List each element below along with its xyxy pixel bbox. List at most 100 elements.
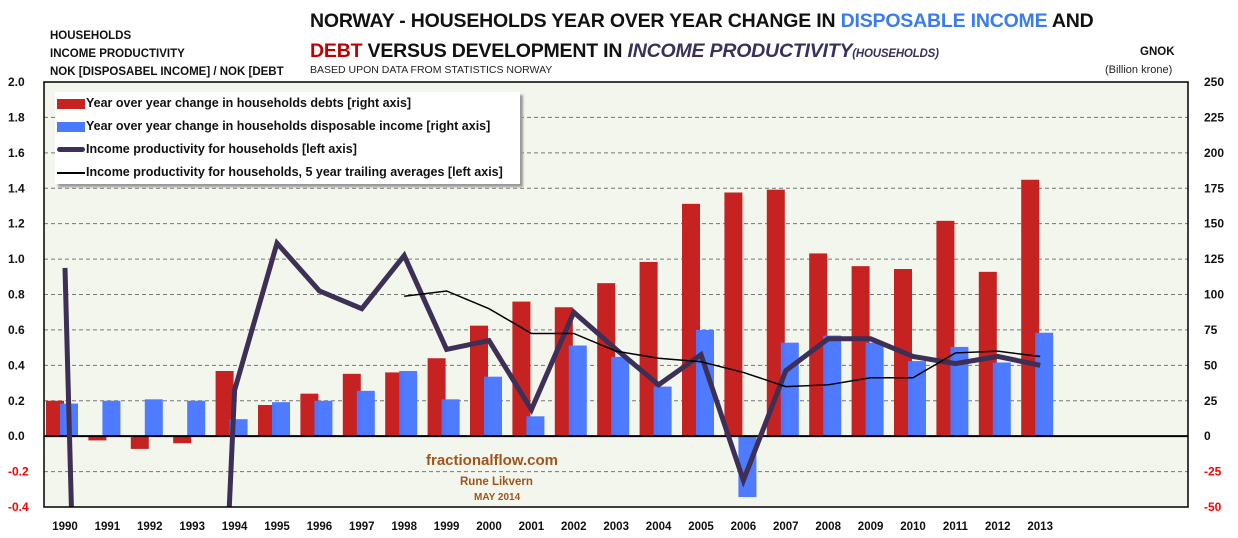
legend-swatch-trailing xyxy=(57,171,85,174)
x-tick-label: 2000 xyxy=(476,521,502,533)
title-part-debt: DEBT xyxy=(310,40,363,62)
right-tick-label: 75 xyxy=(1204,323,1218,337)
legend-swatch-debt xyxy=(57,98,85,109)
x-tick-label: 1992 xyxy=(137,521,163,533)
left-tick-label: 0.2 xyxy=(8,394,25,408)
left-tick-label: 1.2 xyxy=(8,217,25,231)
bar-debt xyxy=(682,203,700,437)
x-tick-label: 2005 xyxy=(688,521,714,533)
left-tick-label: -0.2 xyxy=(8,465,29,479)
series-lines xyxy=(62,238,1041,507)
right-tick-label: -50 xyxy=(1204,500,1222,514)
left-axis-title: HOUSEHOLDS INCOME PRODUCTIVITY NOK [DISP… xyxy=(50,27,284,81)
bar-debt xyxy=(342,373,361,437)
legend-label: Income productivity for households [left… xyxy=(86,142,357,156)
x-tick-label: 2009 xyxy=(858,521,884,533)
left-axis-ticks: 2.0 1.8 1.6 1.4 1.2 1.0 0.8 0.6 0.4 0.2 0.0 -0.2 -0.… xyxy=(8,75,29,514)
x-tick-label: 1991 xyxy=(95,521,121,533)
x-tick-label: 2003 xyxy=(603,521,629,533)
right-axis-unit: GNOK xyxy=(1140,46,1175,58)
left-tick-label: 2.0 xyxy=(8,75,25,89)
watermark-author: Rune Likvern xyxy=(460,476,533,488)
x-tick-label: 1997 xyxy=(349,521,375,533)
line-income-productivity xyxy=(62,238,1041,507)
left-tick-label: -0.4 xyxy=(8,500,29,514)
bar-debt xyxy=(258,405,276,437)
bar-income xyxy=(144,399,163,437)
title-part-income: DISPOSABLE INCOME xyxy=(840,10,1048,32)
legend-item-income: Year over year change in households disp… xyxy=(57,119,490,133)
left-tick-label: 1.4 xyxy=(8,181,25,195)
bar-debt xyxy=(936,220,955,437)
left-tick-label: 1.0 xyxy=(8,252,25,266)
left-tick-label: 0.0 xyxy=(8,429,25,443)
x-tick-label: 2010 xyxy=(900,521,926,533)
chart-title: NORWAY - HOUSEHOLDS YEAR OVER YEAR CHANG… xyxy=(310,6,1094,69)
bar-debt xyxy=(130,436,149,449)
legend-swatch-income xyxy=(57,121,85,132)
bar-income xyxy=(908,361,926,437)
x-tick-label: 2002 xyxy=(561,521,587,533)
legend-swatch-productivity xyxy=(57,147,85,153)
left-tick-label: 0.8 xyxy=(8,288,25,302)
bar-debt xyxy=(215,371,234,437)
x-tick-label: 2012 xyxy=(985,521,1011,533)
x-tick-label: 1995 xyxy=(264,521,290,533)
bar-income xyxy=(992,362,1011,437)
bar-debt xyxy=(46,400,64,437)
right-axis-unit-sub: (Billion krone) xyxy=(1105,64,1173,76)
bar-income xyxy=(102,400,121,437)
title-part-productivity: INCOME PRODUCTIVITY xyxy=(627,40,853,62)
bar-debt xyxy=(300,393,319,437)
bar-debt xyxy=(724,192,743,437)
x-tick-label: 2007 xyxy=(773,521,799,533)
x-tick-label: 1998 xyxy=(391,521,417,533)
title-part-households: (HOUSEHOLDS) xyxy=(852,48,939,60)
x-tick-label: 1996 xyxy=(307,521,333,533)
bars xyxy=(46,179,1054,498)
right-tick-label: 25 xyxy=(1204,394,1218,408)
x-tick-label: 2001 xyxy=(519,521,545,533)
x-tick-label: 1994 xyxy=(222,521,248,533)
bar-debt xyxy=(512,301,531,437)
right-tick-label: 225 xyxy=(1204,110,1224,124)
legend-label: Year over year change in households disp… xyxy=(86,119,491,133)
x-tick-label: 2011 xyxy=(943,521,969,533)
bar-income xyxy=(865,342,884,437)
bar-debt xyxy=(427,358,446,437)
x-tick-label: 2008 xyxy=(815,521,841,533)
x-tick-label: 2004 xyxy=(646,521,672,533)
right-tick-label: 100 xyxy=(1204,288,1224,302)
x-axis-ticks: 1990 1991 1992 1993 1994 1995 1996 1997 1998 1999… xyxy=(52,521,1053,533)
legend-item-debt: Year over year change in households debt… xyxy=(57,96,411,110)
legend-label: Year over year change in households debt… xyxy=(86,96,412,110)
title-part: AND xyxy=(1047,10,1094,32)
watermark-site: fractionalflow.com xyxy=(426,452,558,469)
left-tick-label: 0.6 xyxy=(8,323,25,337)
legend-item-productivity: Income productivity for households [left… xyxy=(57,142,357,156)
bar-income xyxy=(272,402,290,437)
bar-income xyxy=(399,371,418,437)
x-tick-label: 1990 xyxy=(52,521,78,533)
line-trailing-average xyxy=(404,290,1041,388)
bar-debt xyxy=(470,325,488,437)
bar-debt xyxy=(385,372,404,437)
right-tick-label: 50 xyxy=(1204,358,1218,372)
right-tick-label: 150 xyxy=(1204,217,1224,231)
title-part: VERSUS DEVELOPMENT IN xyxy=(362,40,628,62)
bar-income xyxy=(611,356,630,437)
bar-debt xyxy=(978,271,997,437)
right-tick-label: 250 xyxy=(1204,75,1224,89)
left-axis-title-line: INCOME PRODUCTIVITY xyxy=(50,48,185,60)
legend-label: Income productivity for households, 5 ye… xyxy=(86,165,503,179)
right-tick-label: 125 xyxy=(1204,252,1224,266)
right-tick-label: 200 xyxy=(1204,146,1224,160)
right-tick-label: 175 xyxy=(1204,181,1224,195)
watermark-date: MAY 2014 xyxy=(474,492,521,503)
left-axis-title-line: NOK [DISPOSABEL INCOME] / NOK [DEBT xyxy=(50,66,284,78)
x-tick-label: 1999 xyxy=(434,521,460,533)
right-tick-label: 0 xyxy=(1204,429,1211,443)
bar-income xyxy=(950,346,969,437)
bar-income xyxy=(1035,332,1054,437)
